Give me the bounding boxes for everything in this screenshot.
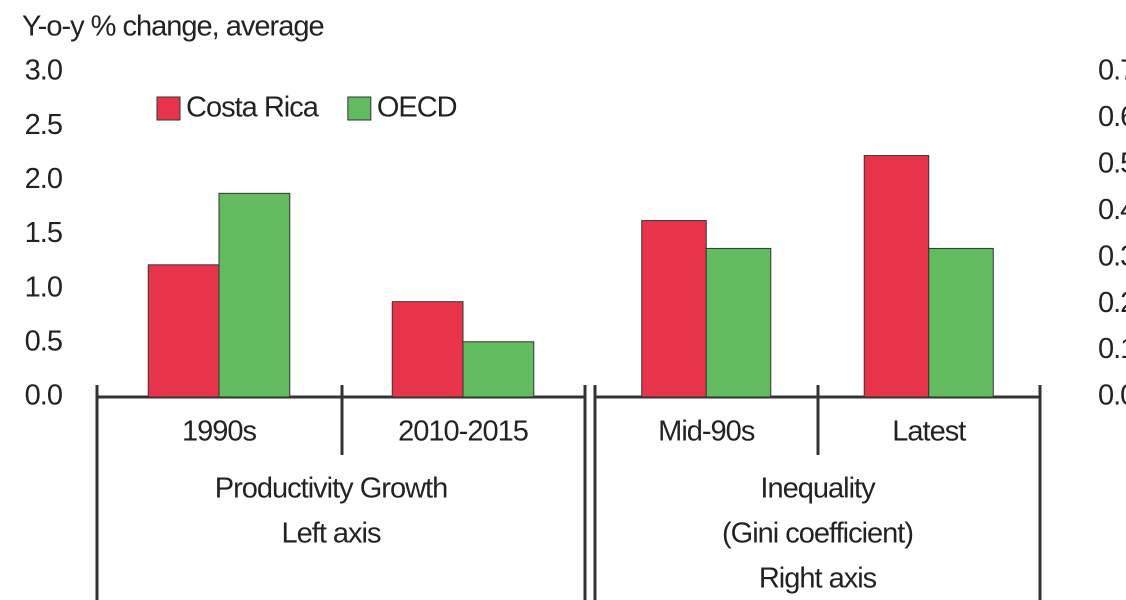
bar [462, 341, 535, 398]
y-tick-label: 3.0 [25, 55, 62, 87]
legend-label: Costa Rica [186, 92, 320, 124]
x-tick-label: Latest [892, 416, 966, 448]
bar [391, 301, 464, 398]
y2-tick-label: 0.2 [1098, 287, 1126, 319]
group-label: Left axis [282, 518, 381, 550]
y2-tick-label: 0.5 [1098, 148, 1126, 180]
group-label: Productivity Growth [215, 473, 447, 505]
bar [928, 247, 994, 398]
x-tick-label: 2010-2015 [398, 416, 528, 448]
bar [641, 220, 707, 398]
y2-tick-label: 0.6 [1098, 101, 1126, 133]
y-tick-label: 0.5 [25, 325, 62, 357]
y2-tick-label: 0.4 [1098, 194, 1126, 226]
x-tick-label: 1990s [182, 416, 257, 448]
bar [218, 192, 291, 398]
y2-tick-label: 0.3 [1098, 240, 1126, 272]
y-tick-label: 2.5 [25, 109, 62, 141]
y-axis-label: Y-o-y % change, average [22, 11, 324, 43]
y-tick-label: 1.5 [25, 217, 62, 249]
group-label: Right axis [759, 563, 877, 595]
x-tick-label: Mid-90s [658, 416, 755, 448]
y-tick-label: 0.0 [25, 380, 62, 412]
group-label: Inequality [760, 473, 876, 505]
bar [863, 155, 930, 398]
y2-tick-label: 0.7 [1098, 55, 1126, 87]
y2-tick-label: 0.1 [1098, 333, 1126, 365]
legend-label: OECD [377, 92, 457, 124]
y2-tick-label: 0.0 [1098, 380, 1126, 412]
group-label: (Gini coefficient) [722, 518, 913, 550]
bar [705, 247, 772, 398]
legend-swatch [347, 96, 372, 121]
y-tick-label: 2.0 [25, 163, 62, 195]
bar [147, 264, 220, 398]
y-tick-label: 1.0 [25, 271, 62, 303]
legend-swatch [156, 96, 181, 121]
